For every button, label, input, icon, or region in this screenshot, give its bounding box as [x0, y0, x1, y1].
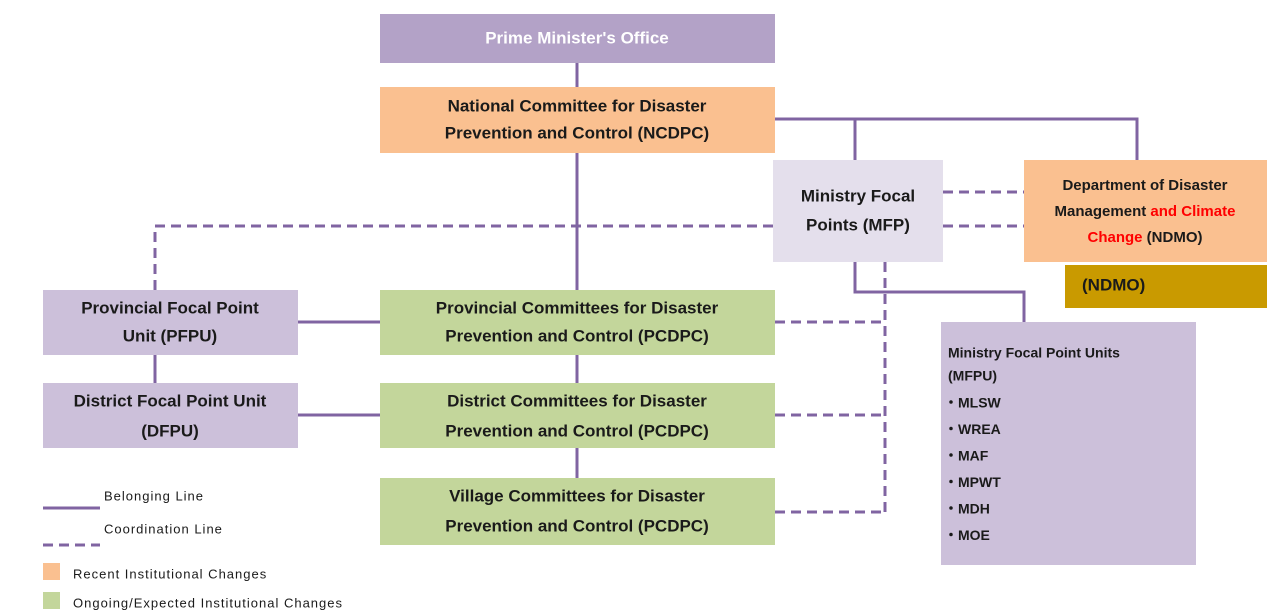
connectors [153, 63, 1139, 514]
list-item: ・MAF [944, 448, 989, 464]
node-label: Prevention and Control (PCDPC) [445, 421, 709, 440]
node-label: Ministry Focal Point Units [948, 345, 1120, 361]
list-item: ・MLSW [944, 395, 1002, 411]
list-item: ・MOE [944, 527, 990, 543]
node-label: Provincial Focal Point [81, 298, 259, 317]
node-label: (MFPU) [948, 368, 997, 384]
node-label: National Committee for Disaster [448, 96, 707, 115]
node-label: Change (NDMO) [1087, 229, 1202, 246]
node-label: Prevention and Control (PCDPC) [445, 516, 709, 535]
node-label: Department of Disaster [1062, 177, 1227, 194]
legend: Belonging Line Coordination Line Recent … [43, 488, 343, 610]
list-item: ・MDH [944, 501, 990, 517]
node-label: District Focal Point Unit [74, 391, 267, 410]
text-run: Management [1055, 203, 1147, 220]
node-label: Village Committees for Disaster [449, 486, 705, 505]
legend-label: Recent Institutional Changes [73, 566, 267, 581]
text-run: (NDMO) [1147, 229, 1203, 246]
node-box [773, 160, 943, 262]
node-box [380, 290, 775, 355]
node-label: Prime Minister's Office [485, 28, 669, 47]
node-box [380, 87, 775, 153]
node-box [380, 14, 775, 63]
list-item: ・WREA [944, 421, 1001, 437]
node-label: Ministry Focal [801, 186, 915, 205]
legend-swatch [43, 563, 60, 580]
legend-label: Ongoing/Expected Institutional Changes [73, 595, 343, 610]
legend-label: Coordination Line [104, 521, 223, 536]
coordination-lines [153, 190, 1024, 514]
node-box [380, 478, 775, 545]
mfpu-text: Ministry Focal Point Units (MFPU) ・MLSW ・… [944, 345, 1120, 544]
node-box [941, 322, 1196, 565]
node-box [43, 383, 298, 448]
node-label: Unit (PFPU) [123, 326, 217, 345]
text-run: Department of Disaster [1062, 177, 1227, 194]
node-label: Provincial Committees for Disaster [436, 298, 719, 317]
text-run: Change [1087, 229, 1142, 246]
node-label: (NDMO) [1082, 275, 1145, 294]
node-label: Prevention and Control (PCDPC) [445, 326, 709, 345]
text-run: and Climate [1150, 203, 1235, 220]
node-label: (DFPU) [141, 421, 199, 440]
node-label: Management and Climate [1055, 203, 1236, 220]
node-box [1065, 265, 1267, 308]
node-label: Points (MFP) [806, 215, 910, 234]
node-box [43, 290, 298, 355]
legend-swatch [43, 592, 60, 609]
belonging-lines [153, 63, 1139, 478]
node-box [1024, 160, 1267, 262]
node-label: District Committees for Disaster [447, 391, 707, 410]
legend-label: Belonging Line [104, 488, 204, 503]
list-item: ・MPWT [944, 474, 1001, 490]
node-label: Prevention and Control (NCDPC) [445, 123, 709, 142]
node-box [380, 383, 775, 448]
